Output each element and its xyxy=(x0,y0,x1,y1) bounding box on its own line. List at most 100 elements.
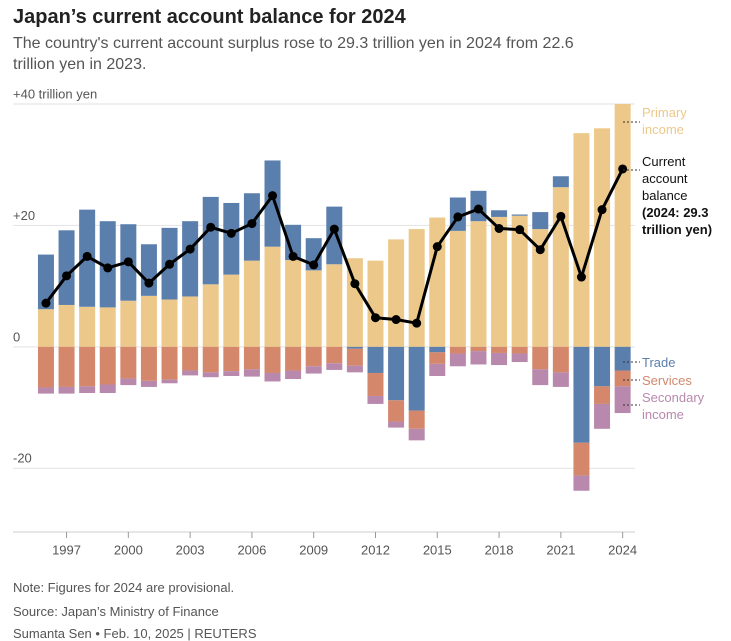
point xyxy=(41,298,51,308)
bar xyxy=(223,202,240,275)
bar xyxy=(511,353,528,363)
bar xyxy=(614,370,631,387)
y-tick-label: 0 xyxy=(13,329,20,344)
bar xyxy=(388,239,405,347)
bar xyxy=(223,346,240,372)
bar xyxy=(202,346,219,373)
bar xyxy=(99,384,116,393)
bar xyxy=(552,372,569,387)
bar xyxy=(58,230,75,305)
bar xyxy=(491,346,508,353)
bar xyxy=(594,128,611,347)
bar xyxy=(552,176,569,188)
bar xyxy=(305,270,322,347)
bar xyxy=(326,346,343,364)
bar xyxy=(614,104,631,347)
bar xyxy=(408,346,425,411)
bar xyxy=(594,386,611,404)
bar xyxy=(202,284,219,347)
bar xyxy=(511,346,528,354)
bar xyxy=(491,216,508,347)
y-tick-label: +40 trillion yen xyxy=(13,86,97,101)
bar xyxy=(511,215,528,347)
bar xyxy=(408,410,425,429)
point xyxy=(62,271,72,281)
bar xyxy=(511,214,528,216)
x-tick-label: 2009 xyxy=(299,542,328,557)
point xyxy=(288,251,298,261)
bar xyxy=(614,386,631,414)
chart-subtitle: The country's current account surplus ro… xyxy=(13,35,574,73)
y-tick-label: -20 xyxy=(13,451,32,466)
bar xyxy=(79,346,96,387)
bar xyxy=(120,346,137,379)
point xyxy=(329,224,339,234)
point xyxy=(350,279,360,289)
bar xyxy=(140,244,157,296)
point xyxy=(309,260,319,270)
bar xyxy=(573,133,590,347)
legend-label: Secondary income xyxy=(642,390,705,422)
x-tick-label: 2024 xyxy=(608,542,637,557)
point xyxy=(556,211,566,221)
bar xyxy=(594,403,611,429)
bar xyxy=(346,348,363,366)
point xyxy=(370,313,380,323)
point xyxy=(391,315,401,325)
point xyxy=(103,263,113,273)
bar xyxy=(429,217,446,347)
bar xyxy=(161,346,178,380)
bar xyxy=(594,346,611,387)
legend-label: Trade xyxy=(642,355,676,370)
bar xyxy=(449,230,466,347)
bar xyxy=(449,353,466,367)
bar xyxy=(58,304,75,347)
point xyxy=(185,244,195,254)
credit: Sumanta Sen • Feb. 10, 2025 | REUTERS xyxy=(13,626,257,641)
bar xyxy=(182,370,199,376)
bar xyxy=(223,274,240,347)
bar xyxy=(491,352,508,366)
bar xyxy=(470,346,487,352)
source: Source: Japan’s Ministry of Finance xyxy=(13,604,219,619)
bar xyxy=(285,260,302,347)
bar xyxy=(264,346,281,373)
bar xyxy=(367,346,384,373)
point xyxy=(226,228,236,238)
bar xyxy=(470,351,487,365)
point xyxy=(412,318,422,328)
bar xyxy=(202,196,219,285)
x-tick-label: 2000 xyxy=(114,542,143,557)
legend-label: Primary income xyxy=(642,105,687,137)
bar xyxy=(140,380,157,387)
bar xyxy=(120,378,137,386)
bar xyxy=(573,442,590,476)
x-tick-label: 2006 xyxy=(237,542,266,557)
point xyxy=(453,212,463,222)
bar xyxy=(264,246,281,347)
bar xyxy=(285,346,302,371)
bar xyxy=(182,346,199,371)
point xyxy=(165,259,175,269)
bar xyxy=(243,369,260,377)
bar xyxy=(161,299,178,347)
annotation: (2024: 29.3 trillion yen) xyxy=(642,205,713,237)
point xyxy=(123,257,133,267)
bar xyxy=(182,296,199,347)
chart-title: Japan’s current account balance for 2024 xyxy=(13,6,406,28)
bar xyxy=(305,346,322,367)
bar xyxy=(99,346,116,385)
bar xyxy=(99,307,116,347)
bar xyxy=(408,229,425,347)
point xyxy=(144,278,154,288)
y-tick-label: +20 xyxy=(13,208,35,223)
bar xyxy=(140,346,157,381)
bar xyxy=(326,363,343,370)
legend-label: Current account balance xyxy=(642,154,688,203)
bar xyxy=(326,264,343,347)
bar xyxy=(58,346,75,387)
bar xyxy=(449,346,466,354)
bar xyxy=(614,346,631,371)
point xyxy=(597,205,607,215)
x-tick-label: 2012 xyxy=(361,542,390,557)
